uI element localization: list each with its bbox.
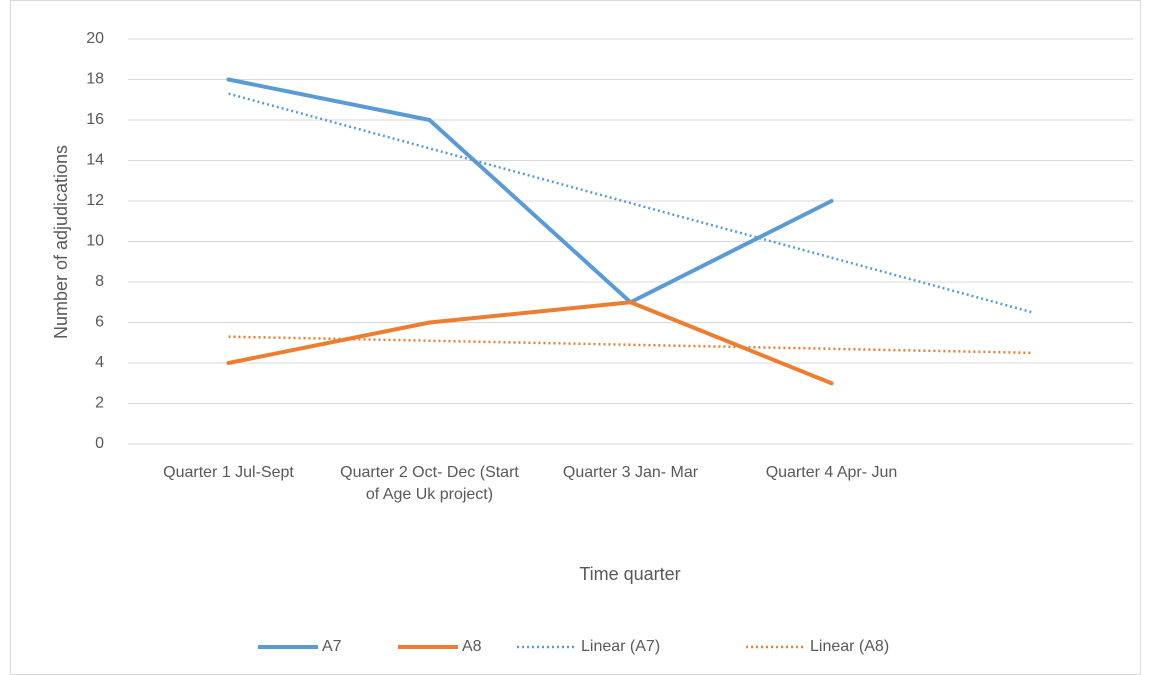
legend-label: Linear (A7) <box>581 638 660 655</box>
y-tick-label: 20 <box>86 30 104 47</box>
trend-line <box>228 92 1033 314</box>
y-tick-label: 12 <box>86 192 104 209</box>
y-tick-label: 0 <box>95 435 104 452</box>
series-line <box>226 77 834 305</box>
trend-line <box>228 335 1033 355</box>
legend-label: A8 <box>462 638 482 655</box>
y-tick-label: 8 <box>95 273 104 290</box>
y-tick-label: 6 <box>95 314 104 331</box>
y-tick-label: 18 <box>86 71 104 88</box>
y-tick-label: 2 <box>95 395 104 412</box>
legend-label: A7 <box>322 638 342 655</box>
legend-label: Linear (A8) <box>810 638 889 655</box>
x-tick-label: Quarter 2 Oct- Dec (Start of Age Uk proj… <box>340 464 519 503</box>
y-tick-label: 10 <box>86 233 104 250</box>
x-tick-label: Quarter 3 Jan- Mar <box>562 464 699 481</box>
x-tick-label: Quarter 4 Apr- Jun <box>765 464 898 481</box>
series-line <box>226 300 834 386</box>
x-axis-title: Time quarter <box>579 564 680 584</box>
y-tick-label: 14 <box>86 152 104 169</box>
chart-border <box>10 0 1141 675</box>
x-tick-label: Quarter 1 Jul-Sept <box>163 464 294 481</box>
y-axis-title: Number of adjudications <box>51 145 71 339</box>
y-tick-label: 4 <box>95 354 104 371</box>
y-tick-label: 16 <box>86 111 104 128</box>
